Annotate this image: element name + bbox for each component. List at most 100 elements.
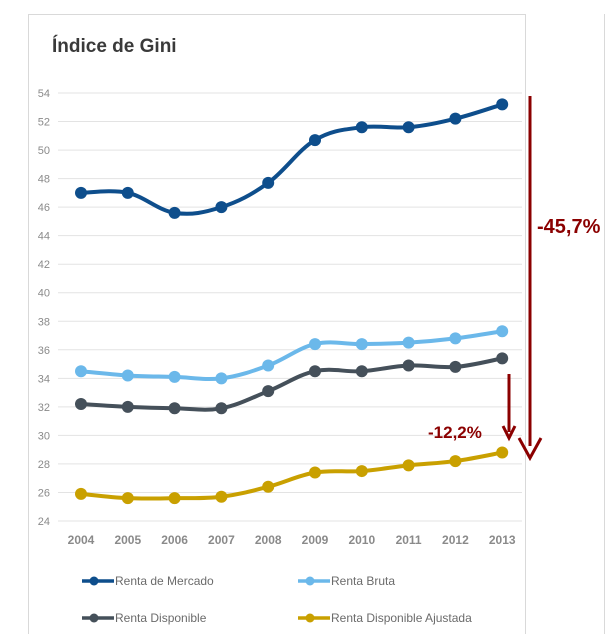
legend-label: Renta Disponible <box>115 611 207 625</box>
data-point <box>449 360 462 373</box>
series-renta-de-mercado <box>75 98 509 219</box>
legend-item: Renta Disponible Ajustada <box>298 611 472 625</box>
arrow-head-large <box>517 437 543 462</box>
data-point <box>309 365 321 378</box>
y-tick-label: 36 <box>38 345 50 357</box>
annotations: -45,7% -12,2% <box>428 96 601 462</box>
x-tick-label: 2006 <box>161 533 188 547</box>
legend-swatch-marker <box>89 613 99 623</box>
x-tick-label: 2007 <box>208 533 235 547</box>
data-point <box>75 487 87 500</box>
data-point <box>168 370 181 383</box>
data-point <box>402 459 415 472</box>
legend-swatch-marker <box>89 576 99 586</box>
data-point <box>75 365 87 378</box>
x-tick-label: 2004 <box>68 533 95 547</box>
gridlines <box>58 92 522 522</box>
legend-swatch-marker <box>305 576 315 586</box>
data-point <box>355 465 368 478</box>
y-tick-label: 50 <box>38 145 50 157</box>
y-tick-label: 44 <box>38 231 50 243</box>
data-point <box>215 372 228 385</box>
data-point <box>309 338 321 351</box>
data-point <box>355 121 368 134</box>
data-point <box>309 134 321 147</box>
data-point <box>449 455 462 468</box>
series-renta-bruta <box>75 325 509 385</box>
data-point <box>75 186 87 199</box>
data-point <box>121 186 134 199</box>
y-tick-label: 34 <box>38 373 50 385</box>
annotation-mercado-to-ajustada: -45,7% <box>537 216 601 238</box>
data-point <box>496 325 509 338</box>
data-point <box>215 402 228 415</box>
y-tick-label: 28 <box>38 459 50 471</box>
legend-item: Renta Disponible <box>82 611 207 625</box>
data-point <box>402 121 415 134</box>
data-point <box>496 446 509 459</box>
data-point <box>402 336 415 349</box>
y-tick-label: 30 <box>38 430 50 442</box>
data-point <box>262 385 275 398</box>
legend-label: Renta Bruta <box>331 574 395 588</box>
series-line <box>79 102 505 216</box>
y-tick-label: 40 <box>38 288 50 300</box>
data-point <box>75 398 87 411</box>
data-point <box>449 112 462 125</box>
data-point <box>355 365 368 378</box>
data-point <box>121 369 134 382</box>
data-point <box>168 206 181 219</box>
data-point <box>496 352 509 365</box>
arrow-head-small <box>501 425 517 442</box>
series-lines <box>75 98 509 505</box>
annotation-disponible-to-ajustada: -12,2% <box>428 423 482 442</box>
legend-swatch-marker <box>305 613 315 623</box>
data-point <box>355 338 368 351</box>
chart-frame <box>28 14 526 634</box>
y-axis-ticks: 24 26 28 30 32 34 36 38 40 42 44 46 48 50 52 54 <box>38 88 50 528</box>
x-tick-label: 2009 <box>302 533 329 547</box>
series-renta-disponible <box>75 352 509 415</box>
legend-label: Renta de Mercado <box>115 574 214 588</box>
legend-item: Renta de Mercado <box>82 574 214 588</box>
x-tick-label: 2011 <box>396 533 422 547</box>
data-point <box>215 201 228 214</box>
series-line <box>79 450 505 501</box>
chart-title: Índice de Gini <box>52 36 177 57</box>
y-tick-label: 48 <box>38 174 50 186</box>
data-point <box>168 492 181 505</box>
x-tick-label: 2008 <box>255 533 282 547</box>
data-point <box>121 492 134 505</box>
y-tick-label: 52 <box>38 117 50 129</box>
data-point <box>402 359 415 372</box>
x-tick-label: 2012 <box>442 533 469 547</box>
data-point <box>262 359 275 372</box>
adjacent-panel-edge <box>604 14 611 634</box>
legend-item: Renta Bruta <box>298 574 395 588</box>
series-line <box>79 356 505 412</box>
data-point <box>309 466 321 479</box>
x-tick-label: 2005 <box>114 533 141 547</box>
series-line <box>79 329 505 382</box>
data-point <box>121 400 134 413</box>
series-renta-disponible-ajustada <box>75 446 509 505</box>
y-tick-label: 32 <box>38 402 50 414</box>
y-tick-label: 26 <box>38 487 50 499</box>
data-point <box>449 332 462 345</box>
legend-label: Renta Disponible Ajustada <box>331 611 472 625</box>
data-point <box>168 402 181 415</box>
y-tick-label: 46 <box>38 202 50 214</box>
x-tick-label: 2010 <box>348 533 375 547</box>
legend: Renta de Mercado Renta Bruta Renta Disponi… <box>82 574 472 625</box>
data-point <box>262 176 275 189</box>
y-tick-label: 38 <box>38 316 50 328</box>
data-point <box>262 480 275 493</box>
data-point <box>496 98 509 111</box>
x-tick-label: 2013 <box>489 533 516 547</box>
x-axis-ticks: 2004 2005 2006 2007 2008 2009 2010 2011 2012 2013 <box>68 533 516 547</box>
y-tick-label: 24 <box>38 516 50 528</box>
data-point <box>215 490 228 503</box>
y-tick-label: 42 <box>38 259 50 271</box>
y-tick-label: 54 <box>38 88 50 100</box>
